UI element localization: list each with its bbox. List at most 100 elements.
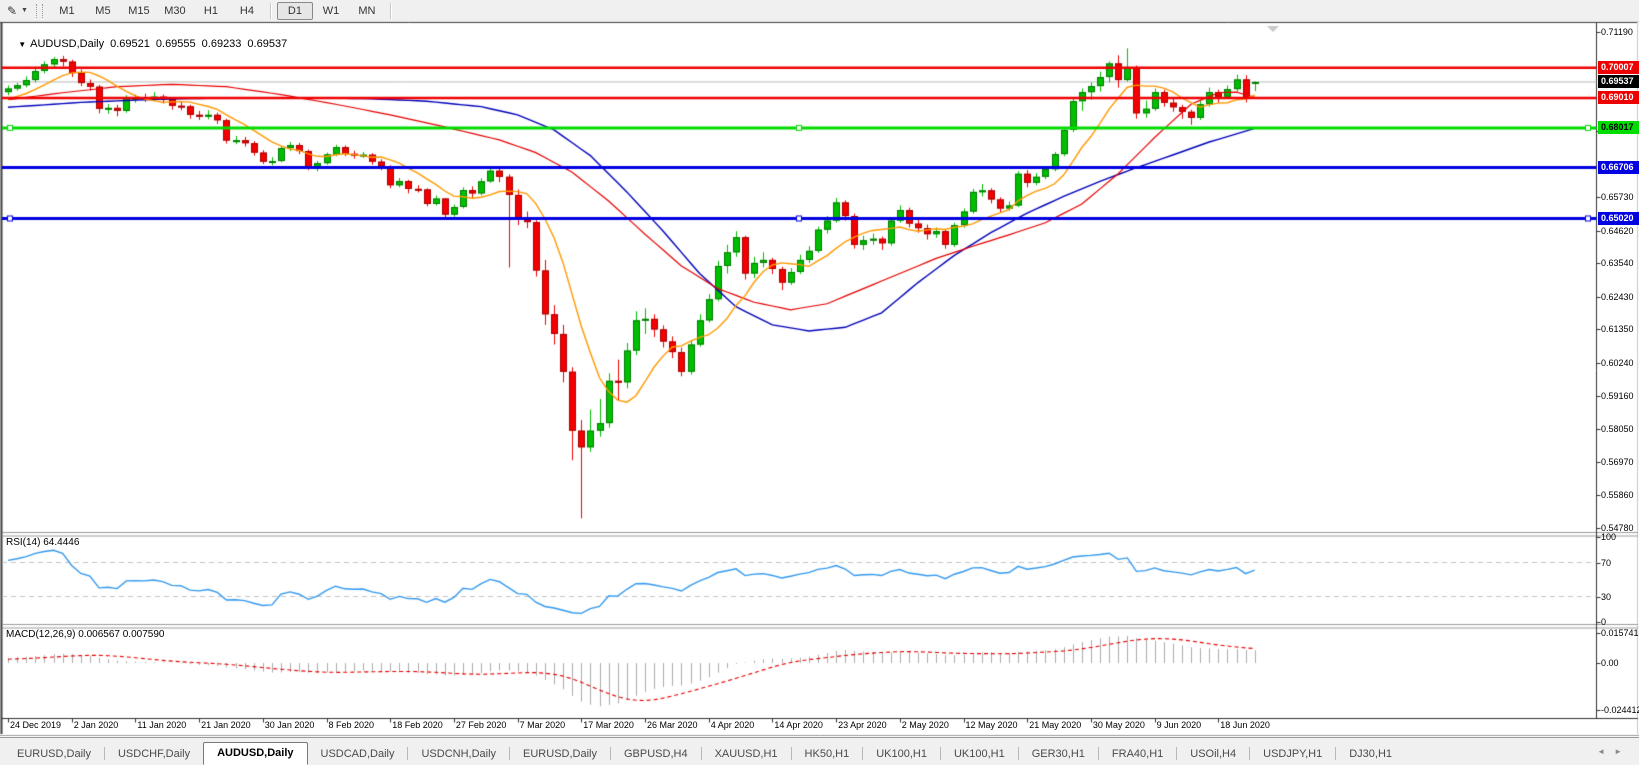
draw-tool-icon[interactable]: ✎ <box>6 3 18 18</box>
price-axis-tick-label: 0.62430 <box>1601 291 1634 302</box>
chart-title: ▼ AUDUSD,Daily 0.69521 0.69555 0.69233 0.6953… <box>6 26 293 62</box>
date-axis-label: 26 Mar 2020 <box>647 720 698 730</box>
timeframe-button-m15[interactable]: M15 <box>128 4 150 17</box>
date-axis-label: 4 Apr 2020 <box>710 720 755 730</box>
rsi-axis-tick-label: 0 <box>1601 617 1607 627</box>
tab-xauusd-h1[interactable]: XAUUSD,H1 <box>714 748 778 760</box>
tab-separator <box>700 747 702 760</box>
date-axis-label: 30 May 2020 <box>1092 720 1145 730</box>
tab-separator <box>103 747 105 760</box>
tab-separator <box>407 747 409 760</box>
date-axis-label: 12 May 2020 <box>965 720 1018 730</box>
date-axis-label: 2 Jan 2020 <box>73 720 119 730</box>
tab-scroll-left-icon[interactable]: ◄ <box>1597 747 1615 756</box>
chart-menu-icon[interactable]: ▼ <box>18 40 27 49</box>
macd-axis-tick-label: 0.00 <box>1601 658 1619 668</box>
tab-scroll-right-icon[interactable]: ► <box>1614 747 1631 756</box>
date-axis-label: 2 May 2020 <box>901 720 949 730</box>
toolbar-grip <box>35 3 43 18</box>
chart-title-close: 0.69537 <box>247 38 288 50</box>
macd-axis-tick-label: -0.024412 <box>1601 704 1639 715</box>
price-axis-tick-label: 0.65730 <box>1601 192 1634 203</box>
tab-gbpusd-h4[interactable]: GBPUSD,H4 <box>624 748 688 760</box>
tab-separator <box>1017 747 1019 760</box>
date-axis-label: 9 Jun 2020 <box>1156 720 1202 730</box>
date-axis-label: 30 Jan 2020 <box>264 720 315 730</box>
price-line-label-badge: 0.68017 <box>1598 121 1639 135</box>
tab-separator <box>939 747 941 760</box>
price-axis-tick-label: 0.61350 <box>1601 324 1634 335</box>
date-axis-label: 21 May 2020 <box>1029 720 1082 730</box>
timeframe-toolbar: ✎ ▼ M1 M5 M15 M30 H1 H4 D1 W1 MN <box>0 0 1639 22</box>
rsi-indicator-label: RSI(14) 64.4446 <box>6 537 80 548</box>
tab-hk50-h1[interactable]: HK50,H1 <box>804 748 850 760</box>
draw-tool-dropdown-icon[interactable]: ▼ <box>21 7 28 14</box>
date-axis-label: 27 Feb 2020 <box>455 720 507 730</box>
date-axis-label: 11 Jan 2020 <box>137 720 187 730</box>
timeframe-button-mn[interactable]: MN <box>358 4 376 17</box>
price-axis-tick-label: 0.56970 <box>1601 456 1634 467</box>
timeframe-button-m30[interactable]: M30 <box>164 4 186 17</box>
tab-separator <box>790 747 792 760</box>
chart-title-high: 0.69555 <box>155 38 196 50</box>
tab-eurusd-daily[interactable]: EURUSD,Daily <box>523 748 597 760</box>
timeframe-button-h1[interactable]: H1 <box>203 4 218 17</box>
date-axis-label: 23 Apr 2020 <box>838 720 887 730</box>
tab-usdcad-daily[interactable]: USDCAD,Daily <box>320 748 395 760</box>
price-axis-tick-label: 0.63540 <box>1601 258 1634 269</box>
rsi-axis-tick-label: 70 <box>1601 557 1612 568</box>
date-axis-label: 18 Feb 2020 <box>392 720 443 730</box>
tab-ger30-h1[interactable]: GER30,H1 <box>1031 748 1085 760</box>
macd-indicator-label: MACD(12,26,9) 0.006567 0.007590 <box>6 629 165 640</box>
price-line-label-badge: 0.69010 <box>1598 91 1639 105</box>
tab-separator <box>1176 747 1178 760</box>
tab-separator <box>862 747 864 760</box>
tab-separator <box>1249 747 1251 760</box>
chart-title-open: 0.69521 <box>110 38 150 50</box>
tab-fra40-h1[interactable]: FRA40,H1 <box>1111 748 1164 760</box>
price-line-label-badge: 0.65020 <box>1598 211 1639 225</box>
tab-audusd-daily[interactable]: AUDUSD,Daily <box>203 742 308 765</box>
date-axis-label: 17 Mar 2020 <box>583 720 634 730</box>
toolbar-separator <box>269 2 272 19</box>
price-axis-tick-label: 0.71190 <box>1601 27 1633 37</box>
price-axis-tick-label: 0.60240 <box>1601 357 1634 368</box>
chart-tab-bar: EURUSD,Daily USDCHF,Daily AUDUSD,Daily USDC… <box>0 737 1639 765</box>
tab-eurusd-daily[interactable]: EURUSD,Daily <box>17 748 91 760</box>
tab-uk100-h1[interactable]: UK100,H1 <box>953 748 1005 760</box>
chart-title-low: 0.69233 <box>201 38 242 50</box>
price-line-label-badge: 0.70007 <box>1598 61 1639 75</box>
chart-title-symbol: AUDUSD,Daily <box>30 38 105 50</box>
rsi-axis-tick-label: 100 <box>1601 532 1617 542</box>
tab-separator <box>1335 747 1337 760</box>
date-axis-label: 21 Jan 2020 <box>201 720 251 730</box>
timeframe-button-m1[interactable]: M1 <box>59 4 75 17</box>
tab-separator <box>509 747 511 760</box>
current-price-label-badge: 0.69537 <box>1598 75 1639 89</box>
timeframe-button-d1[interactable]: D1 <box>276 1 313 20</box>
price-axis-tick-label: 0.59160 <box>1601 390 1634 401</box>
tab-scroll-arrows: ◄► <box>1597 747 1631 756</box>
tab-usdjpy-h1[interactable]: USDJPY,H1 <box>1263 748 1323 760</box>
timeframe-button-m5[interactable]: M5 <box>95 4 111 17</box>
tab-separator <box>610 747 611 760</box>
timeframe-button-w1[interactable]: W1 <box>322 4 340 17</box>
price-axis-tick-label: 0.58050 <box>1601 424 1634 435</box>
price-axis-tick-label: 0.54780 <box>1601 523 1634 533</box>
toolbar-separator <box>389 2 392 19</box>
tab-usoil-h4[interactable]: USOil,H4 <box>1190 748 1237 760</box>
macd-axis-tick-label: 0.015741 <box>1601 628 1639 638</box>
timeframe-button-h4[interactable]: H4 <box>239 4 254 17</box>
tab-separator <box>1097 747 1099 760</box>
date-axis-label: 7 Mar 2020 <box>519 720 566 730</box>
tab-uk100-h1[interactable]: UK100,H1 <box>876 748 927 760</box>
tab-usdcnh-daily[interactable]: USDCNH,Daily <box>421 748 497 760</box>
date-axis-label: 14 Apr 2020 <box>774 720 823 730</box>
rsi-axis-tick-label: 30 <box>1601 591 1612 602</box>
date-axis-label: 18 Jun 2020 <box>1220 720 1270 730</box>
date-axis-label: 8 Feb 2020 <box>328 720 375 730</box>
tab-usdchf-daily[interactable]: USDCHF,Daily <box>117 748 191 760</box>
tab-dj30-h1[interactable]: DJ30,H1 <box>1349 748 1393 760</box>
